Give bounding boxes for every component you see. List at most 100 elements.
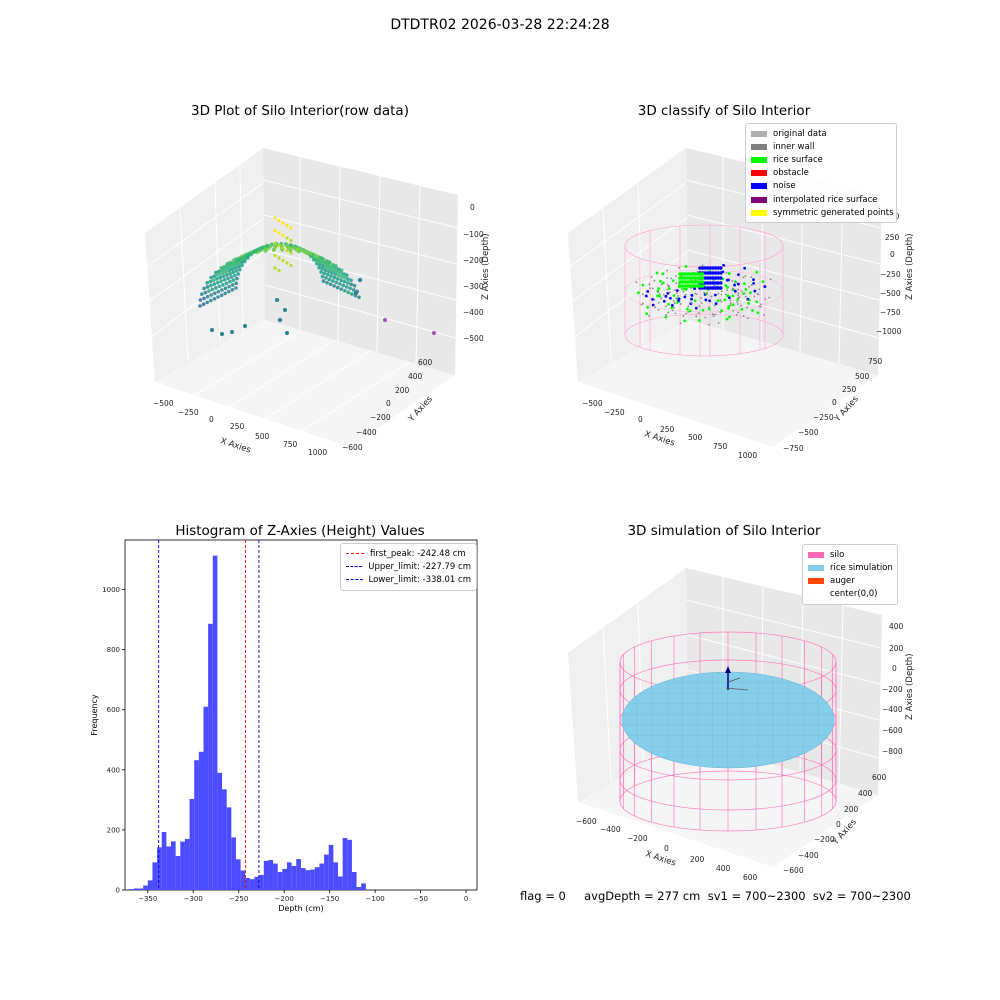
classified-point — [664, 315, 668, 319]
x-tick-label: −500 — [153, 399, 174, 408]
classified-point — [714, 302, 718, 306]
histogram-bar — [342, 838, 348, 890]
data-point — [279, 244, 284, 249]
histogram-bar — [157, 847, 162, 890]
classified-point — [649, 287, 651, 290]
histogram-bar — [171, 841, 176, 890]
data-point — [249, 252, 253, 257]
classified-point — [712, 277, 716, 281]
classified-point — [729, 304, 732, 306]
data-point — [341, 272, 346, 276]
classified-point — [678, 280, 682, 284]
classified-point — [642, 293, 644, 296]
simulation-legend: silo rice simulation auger center(0,0) — [802, 544, 898, 605]
legend-swatch — [751, 196, 767, 203]
classified-point — [713, 284, 716, 287]
legend-item: auger — [808, 574, 892, 587]
surface-points — [198, 216, 436, 336]
x-axis-label: X Axies — [644, 849, 677, 868]
classified-point — [672, 300, 675, 302]
x-tick-label: −50 — [413, 895, 428, 903]
data-point — [215, 280, 220, 285]
x-axis: −500 −250 0 250 500 750 1000 X Axies — [153, 399, 327, 457]
classified-point — [737, 273, 740, 277]
histogram-bar — [333, 862, 339, 890]
classified-point — [656, 289, 660, 293]
data-point — [238, 255, 243, 260]
histogram-bar — [133, 888, 139, 890]
classified-point — [688, 284, 692, 288]
data-point — [280, 248, 285, 252]
classified-point — [710, 295, 713, 298]
histogram-bar — [203, 706, 209, 890]
data-point — [310, 252, 314, 256]
pane-floor — [578, 740, 878, 867]
data-point — [289, 263, 293, 268]
classified-point — [716, 299, 720, 303]
data-point — [299, 247, 303, 251]
classified-point — [673, 302, 676, 304]
x-tick-label: 500 — [255, 432, 270, 441]
classified-point — [708, 271, 713, 275]
data-point — [349, 282, 354, 287]
x-tick-label: 0 — [664, 844, 669, 853]
classified-point — [706, 271, 710, 275]
classified-point — [669, 291, 671, 294]
data-point — [321, 279, 326, 283]
classified-point — [764, 298, 766, 301]
data-point — [205, 294, 210, 299]
data-point — [288, 248, 293, 252]
data-point — [350, 292, 354, 296]
histogram-bar — [347, 839, 352, 890]
classified-point — [748, 302, 751, 305]
classified-point — [677, 285, 681, 288]
classified-point — [746, 306, 749, 309]
legend-swatch — [808, 591, 824, 598]
data-point — [287, 247, 292, 252]
classified-point — [711, 281, 715, 285]
z-tick-label: −1000 — [876, 327, 902, 336]
y-axis: 600 400 200 0 −200 −400 −600 Y Axies — [342, 358, 435, 452]
data-point — [320, 267, 325, 271]
classified-point — [726, 294, 729, 298]
classified-point — [684, 265, 688, 268]
legend-swatch — [751, 209, 767, 216]
x-tick-label: 500 — [688, 433, 703, 442]
y-tick-label: 400 — [408, 372, 423, 381]
data-point — [242, 259, 247, 264]
classified-point — [703, 281, 707, 285]
data-point — [214, 270, 218, 275]
data-point — [242, 254, 247, 258]
classified-point — [676, 292, 678, 295]
legend-label: center(0,0) — [830, 589, 878, 600]
classified-point — [695, 284, 700, 288]
data-point — [320, 261, 325, 265]
classified-point — [675, 289, 679, 292]
data-point — [222, 278, 227, 282]
data-point — [202, 296, 206, 301]
classified-point — [677, 297, 681, 301]
data-point — [339, 278, 343, 283]
classified-point — [691, 295, 694, 298]
data-point — [263, 245, 268, 249]
data-point — [312, 254, 316, 258]
classified-point — [738, 296, 741, 299]
data-point — [251, 249, 256, 254]
data-point — [349, 278, 353, 283]
data-point — [234, 263, 238, 267]
classified-point — [697, 312, 700, 315]
data-point — [332, 268, 337, 273]
classified-point — [731, 303, 735, 307]
classified-point — [700, 266, 705, 270]
classified-point — [707, 306, 710, 308]
classified-point — [725, 317, 729, 321]
data-point — [351, 288, 356, 292]
classified-point — [720, 290, 723, 293]
classified-point — [680, 280, 685, 284]
x-axis: −500 −250 0 250 500 750 1000 X Axies — [582, 399, 757, 460]
data-point — [210, 287, 215, 292]
data-point — [241, 254, 245, 259]
classified-point — [694, 292, 697, 295]
classified-point — [733, 283, 736, 287]
pane-back-left — [145, 148, 265, 382]
